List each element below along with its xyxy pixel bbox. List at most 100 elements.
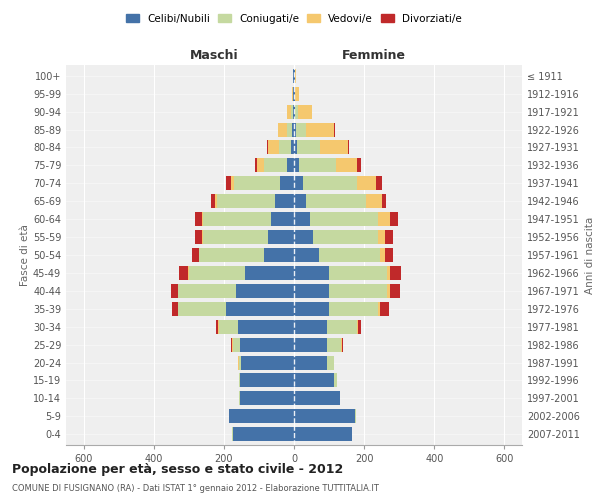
Bar xyxy=(179,266,188,280)
Bar xyxy=(188,266,189,280)
Bar xyxy=(380,302,389,316)
Bar xyxy=(191,248,199,262)
Bar xyxy=(199,248,264,262)
Bar xyxy=(347,140,349,154)
Bar xyxy=(294,248,319,262)
Bar xyxy=(294,122,296,136)
Bar xyxy=(217,194,275,208)
Bar xyxy=(328,320,357,334)
Bar xyxy=(294,284,329,298)
Bar xyxy=(387,266,391,280)
Bar xyxy=(294,176,303,190)
Bar xyxy=(294,392,340,406)
Bar xyxy=(287,158,294,172)
Bar xyxy=(211,194,215,208)
Bar xyxy=(294,428,352,441)
Bar xyxy=(231,176,235,190)
Bar xyxy=(245,266,294,280)
Bar xyxy=(203,230,268,244)
Bar xyxy=(195,230,202,244)
Bar xyxy=(294,140,297,154)
Bar xyxy=(268,140,279,154)
Bar xyxy=(294,302,329,316)
Bar xyxy=(328,356,334,370)
Bar xyxy=(294,374,334,388)
Bar xyxy=(390,284,400,298)
Bar xyxy=(328,338,341,351)
Bar xyxy=(172,302,178,316)
Text: Maschi: Maschi xyxy=(190,50,239,62)
Text: Popolazione per età, sesso e stato civile - 2012: Popolazione per età, sesso e stato civil… xyxy=(12,462,343,475)
Bar xyxy=(217,320,218,334)
Bar xyxy=(329,266,387,280)
Bar xyxy=(233,428,294,441)
Bar xyxy=(203,212,271,226)
Text: COMUNE DI FUSIGNANO (RA) - Dati ISTAT 1° gennaio 2012 - Elaborazione TUTTITALIA.: COMUNE DI FUSIGNANO (RA) - Dati ISTAT 1°… xyxy=(12,484,379,493)
Bar xyxy=(387,284,390,298)
Bar xyxy=(238,320,294,334)
Bar xyxy=(294,212,310,226)
Bar xyxy=(264,248,294,262)
Bar xyxy=(278,122,287,136)
Bar xyxy=(299,158,336,172)
Bar xyxy=(295,69,296,82)
Bar xyxy=(196,212,202,226)
Bar xyxy=(239,338,294,351)
Bar xyxy=(358,320,361,334)
Bar xyxy=(264,158,287,172)
Bar xyxy=(313,230,378,244)
Bar xyxy=(334,374,337,388)
Bar xyxy=(294,338,328,351)
Bar xyxy=(336,158,357,172)
Bar xyxy=(218,320,238,334)
Text: Femmine: Femmine xyxy=(342,50,406,62)
Bar xyxy=(382,194,386,208)
Bar xyxy=(287,122,292,136)
Bar xyxy=(202,212,203,226)
Bar xyxy=(385,230,393,244)
Y-axis label: Fasce di età: Fasce di età xyxy=(20,224,30,286)
Y-axis label: Anni di nascita: Anni di nascita xyxy=(585,216,595,294)
Bar xyxy=(215,194,217,208)
Bar xyxy=(226,302,294,316)
Bar xyxy=(357,320,358,334)
Bar xyxy=(391,212,398,226)
Bar xyxy=(294,230,313,244)
Bar xyxy=(391,266,401,280)
Bar xyxy=(294,410,355,424)
Bar xyxy=(293,104,294,118)
Bar xyxy=(306,194,366,208)
Bar xyxy=(320,140,347,154)
Bar xyxy=(334,122,335,136)
Bar xyxy=(376,176,382,190)
Bar xyxy=(357,176,376,190)
Bar xyxy=(294,104,295,118)
Bar xyxy=(241,356,294,370)
Bar xyxy=(306,122,334,136)
Bar xyxy=(380,248,385,262)
Bar xyxy=(293,69,294,82)
Bar xyxy=(296,122,306,136)
Bar xyxy=(178,284,236,298)
Bar xyxy=(189,266,245,280)
Bar xyxy=(295,104,298,118)
Bar xyxy=(342,338,343,351)
Bar xyxy=(239,374,294,388)
Bar xyxy=(257,158,264,172)
Bar xyxy=(294,158,299,172)
Bar xyxy=(233,338,239,351)
Bar xyxy=(378,212,391,226)
Bar xyxy=(294,86,295,101)
Bar xyxy=(357,158,361,172)
Bar xyxy=(295,86,299,101)
Bar xyxy=(229,410,294,424)
Bar xyxy=(366,194,382,208)
Bar xyxy=(287,104,291,118)
Bar xyxy=(171,284,178,298)
Bar xyxy=(271,212,294,226)
Bar xyxy=(298,104,312,118)
Bar xyxy=(235,176,280,190)
Bar xyxy=(178,302,226,316)
Legend: Celibi/Nubili, Coniugati/e, Vedovi/e, Divorziati/e: Celibi/Nubili, Coniugati/e, Vedovi/e, Di… xyxy=(122,10,466,28)
Bar xyxy=(279,140,291,154)
